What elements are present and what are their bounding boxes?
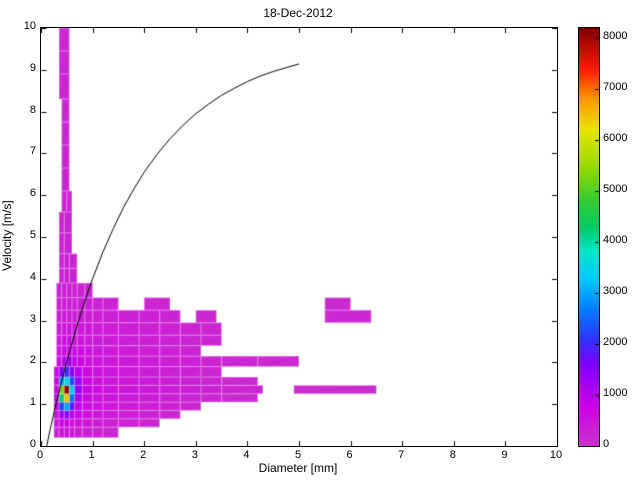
y-tick-label: 10 [23, 20, 36, 32]
x-tick-label: 4 [243, 449, 250, 461]
x-tick-label: 5 [294, 449, 302, 461]
x-tick-label: 7 [398, 449, 405, 461]
y-tick-label: 3 [29, 312, 36, 325]
y-tick-label: 2 [29, 354, 36, 367]
y-tick-label: 1 [29, 396, 36, 409]
y-tick-label: 7 [29, 145, 36, 158]
colorbar-tick-label: 1000 [603, 387, 628, 400]
colorbar-tick-label: 3000 [603, 285, 628, 298]
plot-area [40, 27, 558, 447]
colorbar [578, 27, 600, 447]
x-tick-label: 8 [449, 449, 456, 461]
colorbar-tick-label: 6000 [603, 132, 628, 145]
y-tick-label: 9 [29, 61, 36, 74]
x-tick-label: 1 [88, 449, 95, 461]
y-tick-label: 0 [29, 438, 36, 450]
x-tick-label: 0 [36, 449, 44, 461]
chart-title: 18-Dec-2012 [263, 6, 333, 20]
y-tick-label: 6 [29, 187, 36, 200]
x-tick-label: 2 [140, 449, 147, 461]
y-axis-label: Velocity [m/s] [0, 200, 14, 272]
x-tick-label: 6 [346, 449, 353, 461]
y-tick-label: 8 [29, 103, 36, 116]
colorbar-tick-label: 8000 [603, 30, 628, 43]
colorbar-tick-label: 5000 [603, 183, 628, 196]
colorbar-canvas [579, 28, 599, 446]
x-tick-label: 3 [191, 449, 198, 461]
x-tick-label: 10 [549, 449, 563, 461]
y-tick-label: 4 [29, 270, 36, 283]
x-tick-label: 9 [501, 449, 508, 461]
colorbar-tick-label: 4000 [603, 234, 628, 247]
x-axis-label: Diameter [mm] [258, 461, 338, 475]
y-tick-label: 5 [29, 229, 36, 241]
colorbar-tick-label: 2000 [603, 336, 628, 349]
heatmap-canvas [41, 28, 557, 446]
colorbar-tick-label: 7000 [603, 81, 628, 94]
colorbar-tick-label: 0 [603, 438, 610, 450]
